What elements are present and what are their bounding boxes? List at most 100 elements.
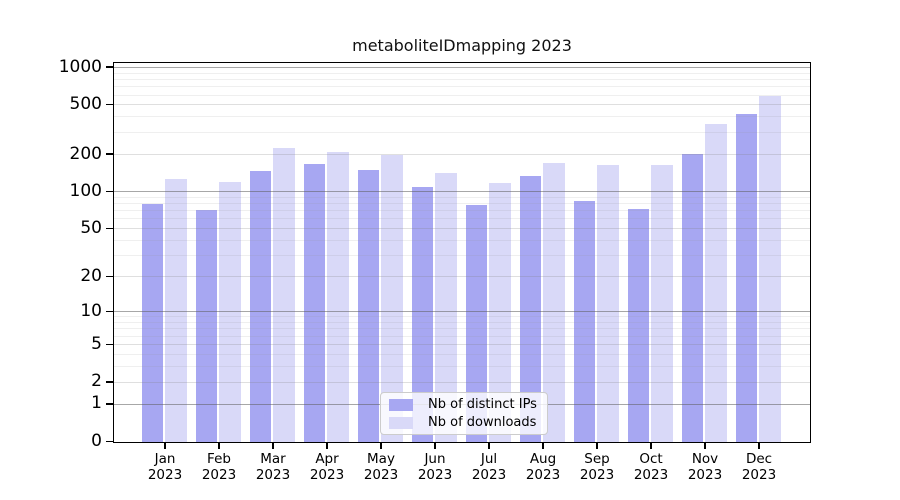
y-tick-mark-1: [106, 403, 113, 405]
x-tick-month: Oct: [639, 451, 663, 467]
legend-label-distinct-ips: Nb of distinct IPs: [428, 396, 537, 412]
x-tick-label-jan: Jan 2023: [138, 451, 192, 483]
x-tick-year: 2023: [201, 467, 237, 483]
x-tick-year: 2023: [687, 467, 723, 483]
bar-distinct-ips-mar: [249, 171, 272, 442]
gridline-400: [114, 116, 810, 118]
x-tick-mark-oct: [650, 443, 652, 449]
y-tick-label-0: 0: [91, 430, 102, 451]
x-tick-mark-jan: [164, 443, 166, 449]
y-tick-mark-5: [106, 343, 113, 345]
legend-item-downloads: Nb of downloads: [386, 414, 542, 430]
gridline-600: [114, 94, 810, 96]
y-tick-mark-200: [106, 153, 113, 155]
bar-downloads-feb: [219, 182, 241, 442]
y-tick-label-500: 500: [69, 94, 102, 115]
bar-downloads-apr: [327, 151, 349, 442]
x-tick-mark-nov: [704, 443, 706, 449]
gridline-700: [114, 86, 810, 88]
x-tick-label-mar: Mar 2023: [246, 451, 300, 483]
bar-distinct-ips-oct: [627, 208, 650, 442]
y-tick-mark-50: [106, 227, 113, 230]
gridline-1000: [114, 66, 810, 68]
gridline-9: [114, 316, 810, 318]
gridline-8: [114, 322, 810, 323]
bar-downloads-nov: [705, 124, 727, 442]
gridline-90: [114, 196, 810, 198]
x-tick-year: 2023: [147, 467, 183, 483]
gridline-5: [114, 344, 810, 345]
y-tick-label-100: 100: [69, 180, 102, 201]
x-tick-mark-mar: [272, 443, 274, 449]
y-tick-mark-2: [106, 381, 113, 383]
x-tick-year: 2023: [525, 467, 561, 483]
bar-distinct-ips-nov: [681, 153, 704, 442]
bar-distinct-ips-jul: [465, 204, 488, 442]
x-tick-year: 2023: [471, 467, 507, 483]
x-tick-year: 2023: [741, 467, 777, 483]
y-tick-mark-500: [106, 103, 113, 106]
x-tick-label-may: May 2023: [354, 451, 408, 483]
legend: Nb of distinct IPs Nb of downloads: [380, 392, 548, 435]
x-tick-mark-dec: [758, 443, 760, 449]
x-tick-year: 2023: [255, 467, 291, 483]
gridline-60: [114, 218, 810, 220]
x-tick-month: Mar: [260, 451, 286, 467]
x-tick-month: May: [367, 451, 395, 467]
bar-distinct-ips-dec: [735, 113, 758, 442]
x-tick-label-jun: Jun 2023: [408, 451, 462, 483]
y-tick-label-1: 1: [91, 393, 102, 414]
x-tick-mark-jul: [488, 443, 490, 449]
x-tick-month: Dec: [745, 451, 773, 467]
bar-downloads-dec: [759, 95, 781, 442]
y-tick-mark-0: [106, 440, 113, 443]
bar-distinct-ips-may: [357, 169, 380, 442]
x-tick-year: 2023: [363, 467, 399, 483]
x-tick-month: Apr: [315, 451, 339, 467]
bar-distinct-ips-jun: [411, 187, 434, 442]
gridline-80: [114, 203, 810, 204]
x-tick-label-dec: Dec 2023: [732, 451, 786, 483]
gridline-3: [114, 365, 810, 367]
x-tick-year: 2023: [579, 467, 615, 483]
y-tick-label-50: 50: [80, 217, 102, 238]
bar-distinct-ips-feb: [195, 209, 218, 442]
bar-downloads-jul: [489, 183, 511, 442]
plot-area: [113, 61, 811, 443]
y-tick-label-1000: 1000: [58, 56, 102, 77]
x-tick-month: Feb: [207, 451, 231, 467]
legend-label-downloads: Nb of downloads: [428, 414, 537, 430]
gridline-300: [114, 131, 810, 133]
legend-swatch-distinct-ips: [389, 398, 413, 411]
gridline-500: [114, 104, 810, 106]
gridline-30: [114, 255, 810, 256]
bar-downloads-aug: [543, 162, 565, 442]
x-tick-label-feb: Feb 2023: [192, 451, 246, 483]
gridline-7: [114, 328, 810, 330]
x-tick-mark-aug: [542, 443, 544, 449]
y-tick-label-10: 10: [80, 300, 102, 321]
bar-distinct-ips-aug: [519, 176, 542, 442]
gridline-20: [114, 276, 810, 278]
bar-downloads-oct: [651, 164, 673, 442]
x-tick-label-oct: Oct 2023: [624, 451, 678, 483]
x-tick-year: 2023: [417, 467, 453, 483]
x-tick-month: Aug: [529, 451, 557, 467]
bar-downloads-mar: [273, 147, 295, 442]
x-tick-year: 2023: [309, 467, 345, 483]
x-tick-month: Nov: [691, 451, 719, 467]
x-tick-month: Jan: [154, 451, 176, 467]
x-tick-mark-jun: [434, 443, 436, 449]
y-tick-mark-1000: [106, 66, 113, 68]
y-tick-mark-20: [106, 275, 113, 278]
y-tick-label-20: 20: [80, 265, 102, 286]
y-tick-mark-100: [106, 190, 113, 193]
bar-distinct-ips-sep: [573, 201, 596, 442]
gridline-70: [114, 210, 810, 212]
gridline-40: [114, 239, 810, 241]
chart-title: metaboliteIDmapping 2023: [352, 36, 572, 55]
x-tick-label-aug: Aug 2023: [516, 451, 570, 483]
gridline-200: [114, 153, 810, 155]
gridline-50: [114, 228, 810, 230]
